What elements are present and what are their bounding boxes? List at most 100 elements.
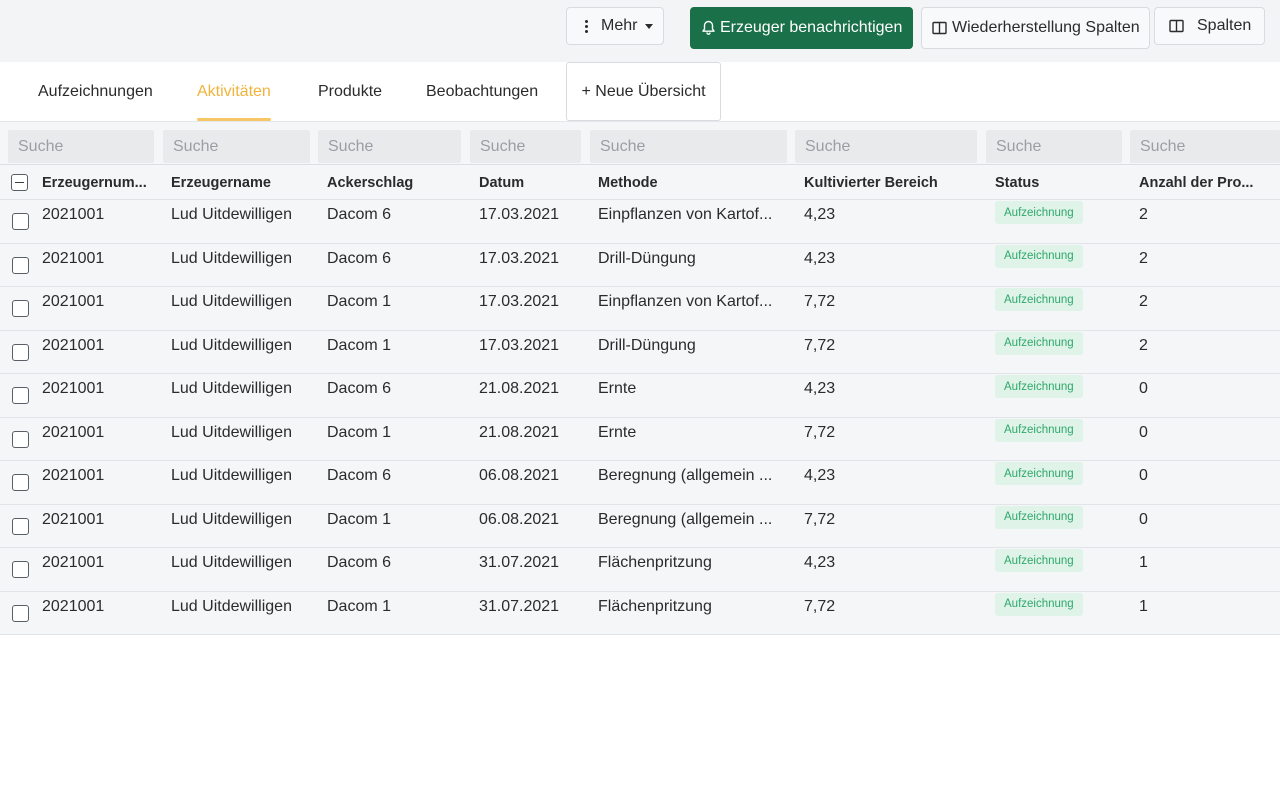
columns-icon [1169,19,1184,33]
table-row[interactable]: 2021001 Lud Uitdewilligen Dacom 6 21.08.202… [0,374,1280,418]
column-header-producer-number[interactable]: Erzeugernum... [42,174,147,191]
cell-method: Drill-Düngung [598,336,696,354]
cell-product-count: 2 [1139,336,1148,354]
tab-aktivitaeten[interactable]: Aktivitäten [197,62,271,121]
column-header-status[interactable]: Status [995,174,1040,191]
cell-cultivated-area: 4,23 [804,249,836,267]
caret-down-icon [645,23,654,29]
cell-product-count: 0 [1139,423,1148,441]
cell-field: Dacom 1 [327,597,392,615]
cell-date: 17.03.2021 [479,293,560,310]
cell-producer-name: Lud Uitdewilligen [171,597,292,615]
table-row[interactable]: 2021001 Lud Uitdewilligen Dacom 1 21.08.202… [0,417,1280,461]
tab-beobachtungen[interactable]: Beobachtungen [426,62,538,121]
restore-columns-button[interactable]: Wiederherstellung Spalten [921,7,1150,49]
tab-produkte[interactable]: Produkte [318,62,382,121]
cell-product-count: 0 [1139,510,1148,528]
row-checkbox[interactable] [12,213,29,230]
column-header-field[interactable]: Ackerschlag [327,174,414,191]
filter-input-area[interactable] [795,130,977,163]
status-badge: Aufzeichnung [995,418,1083,442]
column-header-cultivated-area[interactable]: Kultivierter Bereich [804,174,938,191]
cell-product-count: 2 [1139,249,1148,267]
cell-producer-name: Lud Uitdewilligen [171,423,292,441]
row-checkbox[interactable] [12,300,29,317]
cell-method: Einpflanzen von Kartof... [598,293,773,310]
cell-producer-number: 2021001 [42,510,105,528]
column-header-producer-name[interactable]: Erzeugername [171,174,271,191]
cell-product-count: 1 [1139,597,1148,615]
filter-input-product-count[interactable] [1130,130,1280,163]
row-checkbox[interactable] [12,430,29,448]
table-row[interactable]: 2021001 Lud Uitdewilligen Dacom 6 17.03.202… [0,243,1280,287]
cell-method: Ernte [598,380,637,397]
cell-producer-number: 2021001 [42,336,105,354]
columns-icon [932,21,947,35]
cell-method: Flächenpritzung [598,597,712,615]
table-row[interactable]: 2021001 Lud Uitdewilligen Dacom 1 06.08.202… [0,504,1280,548]
cell-date: 17.03.2021 [479,249,560,267]
filter-input-field[interactable] [318,130,461,163]
filter-input-producer-name[interactable] [163,130,310,163]
table-row[interactable]: 2021001 Lud Uitdewilligen Dacom 1 17.03.202… [0,287,1280,331]
cell-producer-number: 2021001 [42,467,105,484]
select-all-checkbox[interactable] [11,174,28,191]
data-table: Erzeugernum... Erzeugername Ackerschlag … [0,122,1280,635]
cell-field: Dacom 1 [327,510,392,528]
cell-field: Dacom 6 [327,554,392,571]
table-row[interactable]: 2021001 Lud Uitdewilligen Dacom 6 17.03.202… [0,200,1280,244]
column-header-date[interactable]: Datum [479,174,525,191]
column-header-method[interactable]: Methode [598,174,658,191]
cell-field: Dacom 6 [327,380,392,397]
cell-field: Dacom 6 [327,249,392,267]
filter-input-status[interactable] [986,130,1122,163]
row-checkbox[interactable] [12,474,29,491]
filter-input-date[interactable] [470,130,581,163]
cell-date: 21.08.2021 [479,380,560,397]
cell-cultivated-area: 4,23 [804,467,836,484]
table-row[interactable]: 2021001 Lud Uitdewilligen Dacom 1 31.07.202… [0,591,1280,635]
tab-label: Produkte [318,82,383,100]
cell-product-count: 0 [1139,467,1148,484]
table-row[interactable]: 2021001 Lud Uitdewilligen Dacom 6 06.08.202… [0,461,1280,505]
cell-date: 31.07.2021 [479,597,560,615]
cell-producer-number: 2021001 [42,423,105,441]
cell-field: Dacom 1 [327,336,392,354]
more-button[interactable]: Mehr [566,7,664,45]
row-checkbox[interactable] [12,517,29,535]
cell-product-count: 0 [1139,380,1148,397]
cell-cultivated-area: 7,72 [804,510,836,528]
status-badge: Aufzeichnung [995,331,1083,355]
new-view-button[interactable]: + Neue Übersicht [566,62,721,121]
cell-field: Dacom 6 [327,467,392,484]
cell-producer-number: 2021001 [42,293,105,310]
row-checkbox[interactable] [12,561,29,578]
cell-producer-number: 2021001 [42,554,105,571]
cell-producer-number: 2021001 [42,597,105,615]
cell-method: Drill-Düngung [598,249,696,267]
column-header-product-count[interactable]: Anzahl der Pro... [1139,174,1254,191]
cell-method: Flächenpritzung [598,554,712,571]
cell-product-count: 1 [1139,554,1148,571]
filter-input-producer-number[interactable] [8,130,154,163]
cell-cultivated-area: 7,72 [804,597,836,615]
table-row[interactable]: 2021001 Lud Uitdewilligen Dacom 1 17.03.202… [0,330,1280,374]
notify-producers-button[interactable]: Erzeuger benachrichtigen [690,7,913,49]
row-checkbox[interactable] [12,343,29,361]
cell-cultivated-area: 4,23 [804,206,836,223]
tab-aufzeichnungen[interactable]: Aufzeichnungen [38,62,153,121]
cell-cultivated-area: 7,72 [804,336,836,354]
columns-button-label: Spalten [1197,17,1252,34]
row-checkbox[interactable] [12,387,29,404]
cell-producer-name: Lud Uitdewilligen [171,510,292,528]
columns-button[interactable]: Spalten [1154,7,1265,45]
table-row[interactable]: 2021001 Lud Uitdewilligen Dacom 6 31.07.202… [0,548,1280,592]
cell-method: Beregnung (allgemein ... [598,467,773,484]
toolbar: Mehr Erzeuger benachrichtigen Wiederhers… [0,0,1280,62]
row-checkbox[interactable] [12,604,29,622]
row-checkbox[interactable] [12,256,29,274]
filter-input-method[interactable] [590,130,787,163]
cell-producer-name: Lud Uitdewilligen [171,554,292,571]
status-badge: Aufzeichnung [995,288,1083,311]
tab-label: Aktivitäten [197,82,271,100]
